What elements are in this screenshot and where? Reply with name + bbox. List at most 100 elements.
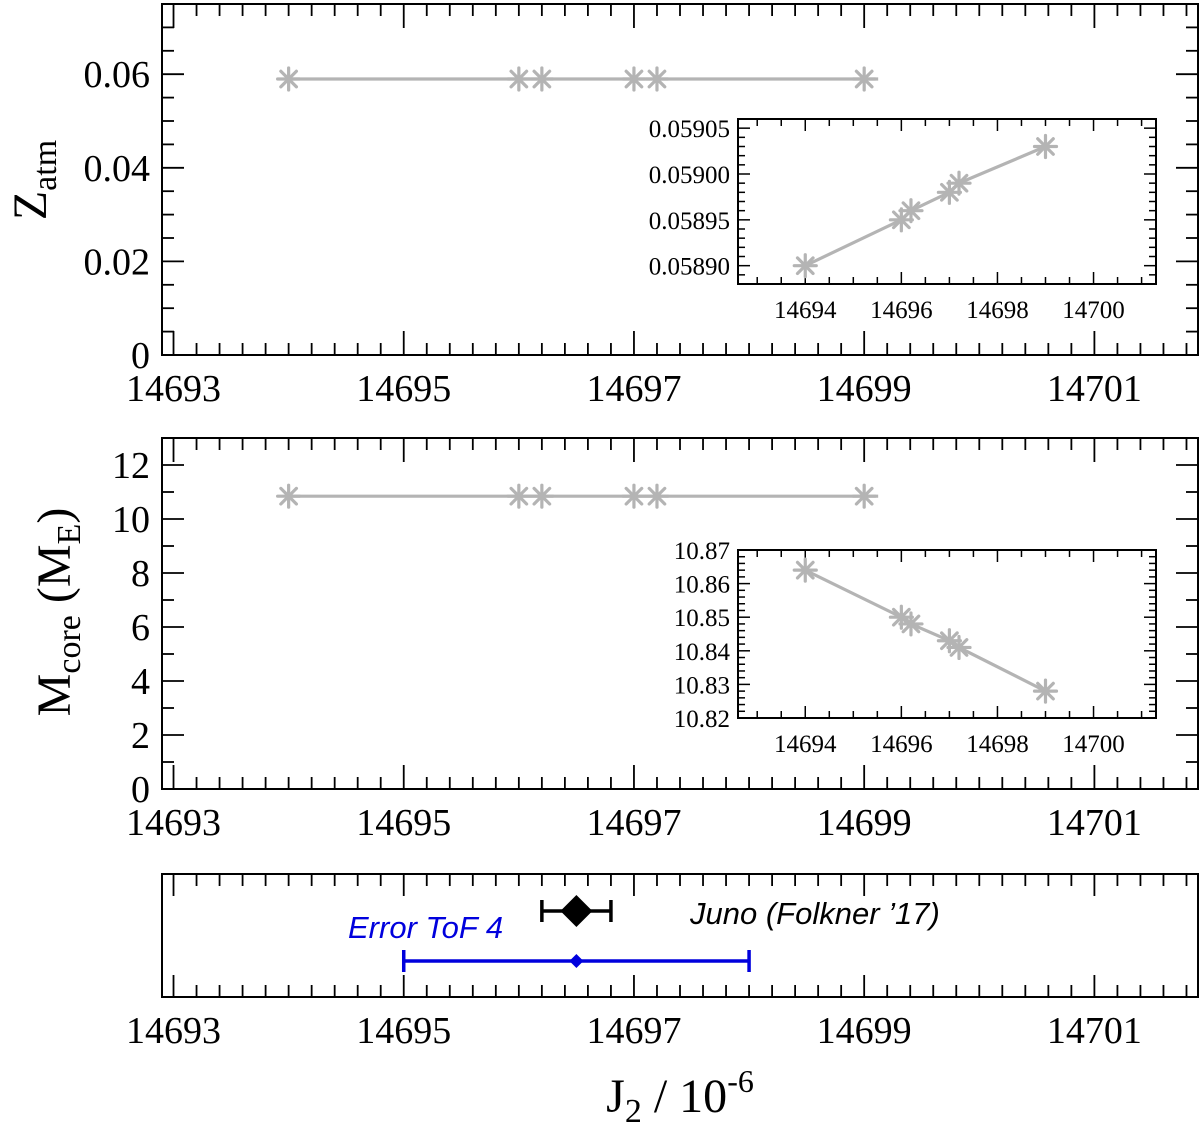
panel-top: 00.020.040.06 14693 14695 14697 14699 14701 … [4, 3, 1199, 410]
y-tick-label: 0 [131, 335, 150, 377]
data-point-marker [506, 66, 532, 92]
data-point-marker [851, 66, 877, 92]
panel-middle-inset-x-tick-labels: 14694 14696 14698 14700 [774, 731, 1125, 758]
x-tick-label: 14695 [356, 802, 451, 844]
y-tick-label: 0.02 [84, 241, 151, 283]
x-tick-label: 14699 [817, 802, 912, 844]
inset-data-point-marker [936, 179, 963, 205]
inset-series-line [804, 145, 1047, 268]
x-tick-label: 14693 [126, 1010, 221, 1052]
inset-data-point-marker [946, 170, 972, 196]
panel-top-inset-y-tick-labels: 0.05890 0.05895 0.05900 0.05905 [649, 116, 730, 280]
y-tick-label: 0.05900 [649, 162, 730, 189]
panel-top-y-tick-labels: 0 0.02 0.04 0.06 [84, 54, 151, 377]
panel-middle-ticks [162, 437, 1198, 790]
panel-middle-y-tick-labels: 0 2 4 6 8 10 12 [112, 445, 150, 811]
data-point-marker [529, 483, 555, 509]
data-point-marker [621, 483, 647, 509]
panel-middle-inset-y-tick-labels: 10.82 10.83 10.84 10.85 10.86 10.87 [674, 538, 731, 733]
y-tick-label: 0.05895 [649, 208, 730, 235]
y-tick-label: 10.83 [674, 672, 730, 699]
x-tick-label: 14693 [126, 802, 221, 844]
inset-data-point-marker [792, 557, 818, 583]
data-point-marker [529, 66, 555, 92]
x-tick-label: 14695 [356, 368, 451, 410]
panel-bottom-x-tick-labels: 14693 14695 14697 14699 14701 [126, 1010, 1142, 1052]
y-tick-label: 0 [131, 769, 150, 811]
panel-top-inset-frame [737, 118, 1157, 285]
panel-bottom-ticks [172, 874, 1188, 997]
tof-label: Error ToF 4 [348, 910, 503, 945]
panel-bottom-marks [401, 895, 751, 972]
x-tick-label: 14701 [1047, 802, 1142, 844]
inset-series-line [804, 568, 1047, 693]
panel-middle: 0 2 4 6 8 10 12 14693 14695 14697 14699 14701 Mcor… [28, 437, 1199, 844]
x-tick-label: 14699 [817, 1010, 912, 1052]
y-tick-label: 0.05905 [649, 116, 730, 143]
x-tick-label: 14701 [1047, 1010, 1142, 1052]
y-tick-label: 0.04 [84, 148, 151, 190]
inset-data-point-marker [898, 198, 924, 224]
juno-point [560, 895, 593, 927]
x-tick-label: 14694 [774, 731, 837, 758]
data-point-marker [506, 483, 532, 509]
y-tick-label: 2 [131, 715, 150, 757]
data-point-marker [276, 483, 302, 509]
data-point-marker [276, 66, 302, 92]
y-tick-label: 10.85 [674, 605, 730, 632]
x-tick-label: 14693 [126, 368, 221, 410]
tof-point [569, 954, 584, 968]
y-tick-label: 0.05890 [649, 254, 730, 281]
y-tick-label: 10 [112, 499, 150, 541]
x-tick-label: 14695 [356, 1010, 451, 1052]
panel-top-ticks [162, 3, 1198, 356]
juno-label: Juno (Folkner ’17) [689, 896, 940, 931]
inset-data-point-marker [792, 253, 818, 279]
data-point-marker [621, 66, 647, 92]
x-axis-label: J2 / 10-6 [606, 1063, 754, 1124]
panel-top-x-tick-labels: 14693 14695 14697 14699 14701 [126, 368, 1142, 410]
inset-data-point-marker [888, 604, 914, 630]
y-tick-label: 4 [131, 661, 150, 703]
x-tick-label: 14698 [966, 731, 1029, 758]
inset-data-point-marker [1032, 678, 1059, 704]
y-tick-label: 10.86 [674, 572, 730, 599]
x-tick-label: 14701 [1047, 368, 1142, 410]
y-tick-label: 6 [131, 607, 150, 649]
x-tick-label: 14700 [1062, 731, 1125, 758]
y-tick-label: 8 [131, 553, 150, 595]
panel-middle-x-tick-labels: 14693 14695 14697 14699 14701 [126, 802, 1142, 844]
y-tick-label: 10.84 [674, 639, 731, 666]
panel-top-inset-ticks [738, 118, 1156, 285]
y-tick-label: 0.06 [84, 54, 151, 96]
x-tick-label: 14696 [870, 297, 933, 324]
y-tick-label: 12 [112, 445, 150, 487]
inset-data-point-marker [946, 634, 972, 661]
panel-middle-inset-series [792, 557, 1059, 704]
y-tick-label: 10.82 [674, 706, 730, 733]
panel-top-inset-x-tick-labels: 14694 14696 14698 14700 [774, 297, 1125, 324]
x-tick-label: 14699 [817, 368, 912, 410]
data-point-marker [644, 483, 670, 509]
x-tick-label: 14696 [870, 731, 933, 758]
panel-bottom-frame [161, 873, 1199, 998]
panel-middle-series [276, 483, 879, 509]
data-point-marker [851, 483, 877, 509]
y-tick-label: 10.87 [674, 538, 730, 565]
panel-middle-inset-frame [737, 549, 1157, 719]
panel-middle-y-label: Mcore (ME) [28, 508, 88, 717]
panel-top-y-label: Zatm [4, 140, 64, 220]
panel-top-series [276, 66, 879, 92]
panel-middle-inset-ticks [738, 549, 1156, 719]
x-tick-label: 14694 [774, 297, 837, 324]
inset-data-point-marker [898, 611, 924, 637]
x-tick-label: 14697 [586, 1010, 681, 1052]
x-tick-label: 14698 [966, 297, 1029, 324]
x-tick-label: 14697 [586, 368, 681, 410]
x-tick-label: 14697 [586, 802, 681, 844]
panel-top-inset-series [792, 133, 1059, 279]
x-tick-label: 14700 [1062, 297, 1125, 324]
